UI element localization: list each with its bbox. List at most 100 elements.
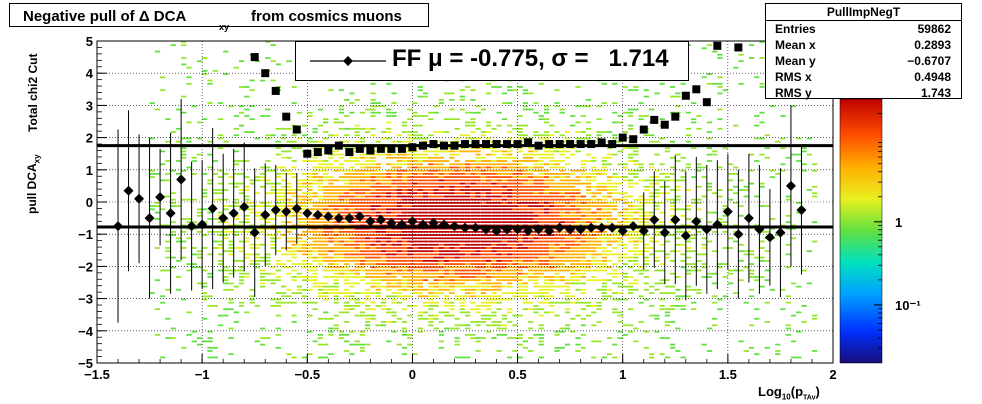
heatmap-cell bbox=[365, 305, 371, 307]
heatmap-cell bbox=[401, 182, 408, 185]
heatmap-cell bbox=[712, 192, 718, 195]
heatmap-cell bbox=[407, 169, 413, 172]
heatmap-cell bbox=[154, 202, 161, 204]
heatmap-cell bbox=[680, 243, 686, 246]
heatmap-cell bbox=[328, 163, 334, 166]
heatmap-cell bbox=[643, 202, 649, 204]
heatmap-cell bbox=[328, 334, 334, 336]
y-tick-label: −4 bbox=[78, 324, 94, 339]
heatmap-cell bbox=[480, 279, 487, 282]
heatmap-cell bbox=[244, 311, 250, 314]
heatmap-cell bbox=[165, 269, 171, 272]
heatmap-cell bbox=[475, 279, 481, 282]
heatmap-cell bbox=[806, 250, 812, 253]
heatmap-cell bbox=[670, 205, 676, 207]
heatmap-cell bbox=[570, 266, 576, 269]
heatmap-cell bbox=[328, 260, 334, 262]
heatmap-cell bbox=[601, 247, 607, 249]
heatmap-cell bbox=[480, 147, 487, 150]
heatmap-cell bbox=[717, 263, 723, 265]
heatmap-cell bbox=[591, 205, 597, 207]
heatmap-cell bbox=[475, 137, 481, 140]
heatmap-cell bbox=[286, 205, 292, 207]
heatmap-cell bbox=[449, 163, 455, 166]
heatmap-cell bbox=[727, 282, 734, 285]
heatmap-cell bbox=[496, 86, 502, 88]
heatmap-cell bbox=[449, 108, 455, 111]
heatmap-cell bbox=[454, 324, 460, 327]
heatmap-cell bbox=[554, 234, 560, 236]
heatmap-cell bbox=[491, 321, 497, 323]
heatmap-cell bbox=[370, 308, 376, 311]
heatmap-cell bbox=[543, 250, 550, 253]
heatmap-cell bbox=[517, 176, 523, 178]
heatmap-cell bbox=[643, 243, 649, 246]
x-tick-label: −1 bbox=[195, 367, 210, 382]
heatmap-cell bbox=[549, 202, 555, 204]
heatmap-cell bbox=[585, 314, 592, 317]
heatmap-cell bbox=[396, 256, 402, 259]
mean-marker bbox=[544, 225, 555, 236]
heatmap-cell bbox=[338, 108, 345, 111]
heatmap-cell bbox=[265, 253, 271, 256]
x-axis-label-mid: (p bbox=[790, 384, 804, 399]
heatmap-cell bbox=[265, 169, 271, 172]
heatmap-cell bbox=[554, 166, 560, 169]
heatmap-cell bbox=[507, 237, 513, 240]
mean-marker bbox=[554, 222, 565, 233]
heatmap-cell bbox=[554, 195, 560, 198]
heatmap-cell bbox=[580, 211, 586, 214]
heatmap-cell bbox=[664, 179, 671, 182]
heatmap-cell bbox=[533, 189, 539, 191]
heatmap-cell bbox=[507, 308, 513, 311]
heatmap-cell bbox=[433, 282, 439, 285]
heatmap-cell bbox=[354, 163, 360, 166]
heatmap-cell bbox=[801, 321, 807, 323]
heatmap-cell bbox=[454, 317, 460, 320]
heatmap-cell bbox=[486, 169, 492, 172]
heatmap-cell bbox=[470, 173, 476, 175]
heatmap-cell bbox=[475, 253, 481, 256]
heatmap-cell bbox=[533, 282, 539, 285]
heatmap-cell bbox=[743, 301, 749, 304]
heatmap-cell bbox=[738, 53, 744, 56]
heatmap-cell bbox=[438, 185, 444, 188]
heatmap-cell bbox=[386, 179, 392, 182]
heatmap-cell bbox=[780, 224, 786, 227]
heatmap-cell bbox=[454, 243, 460, 246]
heatmap-cell bbox=[601, 218, 607, 220]
heatmap-cell bbox=[328, 263, 334, 265]
heatmap-cell bbox=[507, 214, 513, 217]
heatmap-cell bbox=[391, 218, 397, 220]
heatmap-cell bbox=[380, 208, 387, 211]
heatmap-cell bbox=[181, 256, 187, 259]
heatmap-cell bbox=[543, 121, 550, 124]
heatmap-cell bbox=[491, 243, 497, 246]
heatmap-cell bbox=[812, 350, 818, 352]
heatmap-cell bbox=[480, 256, 487, 259]
heatmap-cell bbox=[496, 111, 502, 114]
heatmap-cell bbox=[260, 173, 266, 175]
heatmap-cell bbox=[475, 189, 481, 191]
heatmap-cell bbox=[354, 343, 360, 346]
heatmap-cell bbox=[754, 308, 760, 311]
heatmap-cell bbox=[370, 156, 376, 159]
heatmap-cell bbox=[428, 211, 434, 214]
heatmap-cell bbox=[454, 153, 460, 156]
heatmap-cell bbox=[659, 279, 665, 282]
heatmap-cell bbox=[764, 147, 770, 150]
heatmap-cell bbox=[312, 182, 318, 185]
heatmap-cell bbox=[349, 127, 355, 130]
heatmap-cell bbox=[470, 288, 476, 291]
heatmap-cell bbox=[470, 118, 476, 121]
heatmap-cell bbox=[244, 227, 250, 230]
heatmap-cell bbox=[543, 118, 550, 121]
heatmap-cell bbox=[359, 343, 366, 346]
heatmap-cell bbox=[480, 305, 487, 307]
heatmap-cell bbox=[722, 247, 728, 249]
heatmap-cell bbox=[480, 301, 487, 304]
heatmap-cell bbox=[286, 198, 292, 201]
heatmap-cell bbox=[417, 263, 423, 265]
heatmap-cell bbox=[296, 272, 303, 275]
heatmap-cell bbox=[165, 247, 171, 249]
